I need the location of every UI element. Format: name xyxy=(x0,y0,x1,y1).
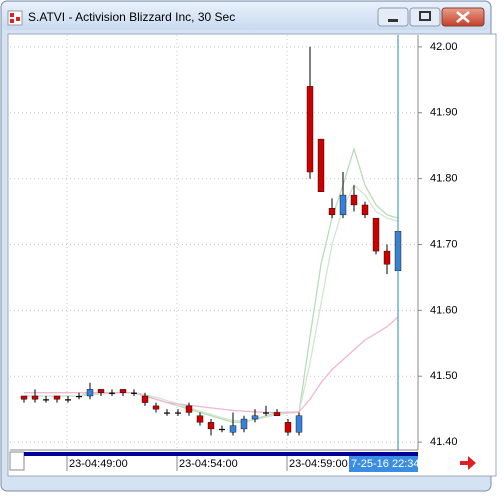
candle-body xyxy=(383,250,391,265)
maximize-button[interactable] xyxy=(409,7,441,27)
candle-body xyxy=(185,405,193,413)
candle-body xyxy=(219,428,225,431)
candle-body xyxy=(317,138,325,192)
y-tick-label: 41.80 xyxy=(430,173,458,185)
moving-average-line xyxy=(24,316,399,414)
scroll-box[interactable] xyxy=(9,451,25,471)
candle-body xyxy=(306,86,314,173)
cursor-label: 7-25-16 22:34:00 xyxy=(351,458,435,470)
y-tick-label: 41.60 xyxy=(430,304,458,316)
y-tick-label: 41.50 xyxy=(430,370,458,382)
candle-body xyxy=(284,422,292,433)
y-tick-label: 42.00 xyxy=(430,41,458,53)
candle-body xyxy=(196,415,204,423)
title-bar xyxy=(2,2,490,30)
candle-body xyxy=(43,399,49,401)
candle-body xyxy=(141,395,149,403)
x-tick-label: 23-04:54:00 xyxy=(179,458,238,470)
app-icon xyxy=(7,10,23,26)
y-tick-label: 41.40 xyxy=(430,436,458,448)
candle-body xyxy=(251,415,259,420)
candle-body xyxy=(109,392,115,394)
scroll-arrow[interactable] xyxy=(460,456,476,470)
candle-body xyxy=(328,208,336,216)
candle-body xyxy=(273,412,281,416)
candle-body xyxy=(76,395,82,398)
moving-average-line xyxy=(24,184,399,422)
y-tick-label: 41.90 xyxy=(430,107,458,119)
candle-body xyxy=(164,412,170,414)
candle-body xyxy=(20,395,28,400)
cursor-label-box xyxy=(349,456,418,472)
y-tick-label: 41.70 xyxy=(430,238,458,250)
candle-body xyxy=(240,418,248,430)
close-button[interactable] xyxy=(441,7,485,27)
minimize-button[interactable] xyxy=(377,7,409,27)
candle-body xyxy=(361,204,369,216)
candle-body xyxy=(86,389,94,397)
candle-body xyxy=(65,399,71,401)
candle-body xyxy=(263,412,269,414)
candle-body xyxy=(119,389,127,393)
candle-body xyxy=(207,422,215,430)
window-title: S.ATVI - Activision Blizzard Inc, 30 Sec xyxy=(28,10,235,24)
candle-body xyxy=(229,425,237,433)
x-tick-label: 23-04:49:00 xyxy=(69,458,128,470)
x-tick-label: 23-04:59:00 xyxy=(289,458,348,470)
candle-body xyxy=(97,389,105,393)
candle-body xyxy=(31,395,39,400)
candle-body xyxy=(372,217,380,252)
candle-body xyxy=(350,194,358,206)
chart-area xyxy=(7,33,497,477)
candle-body xyxy=(131,392,137,394)
scroll-bar[interactable] xyxy=(24,452,418,456)
candle-body xyxy=(53,395,61,400)
candle-body xyxy=(295,415,303,433)
moving-average-line xyxy=(24,146,399,423)
candle-body xyxy=(152,405,160,410)
candle-body xyxy=(339,194,347,216)
candle-body xyxy=(175,412,181,414)
